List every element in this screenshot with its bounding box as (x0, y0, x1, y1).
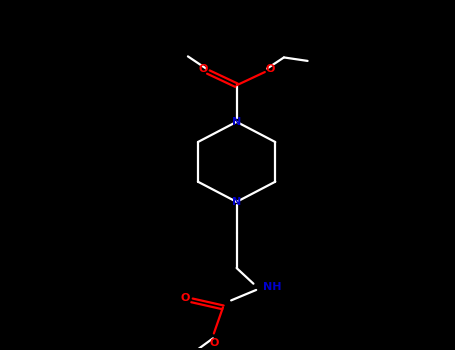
Text: NH: NH (263, 282, 282, 292)
Text: O: O (209, 338, 218, 348)
Text: O: O (198, 64, 207, 74)
Text: O: O (266, 64, 275, 74)
Text: N: N (232, 117, 241, 127)
Text: O: O (180, 293, 189, 303)
Text: N: N (232, 197, 241, 207)
